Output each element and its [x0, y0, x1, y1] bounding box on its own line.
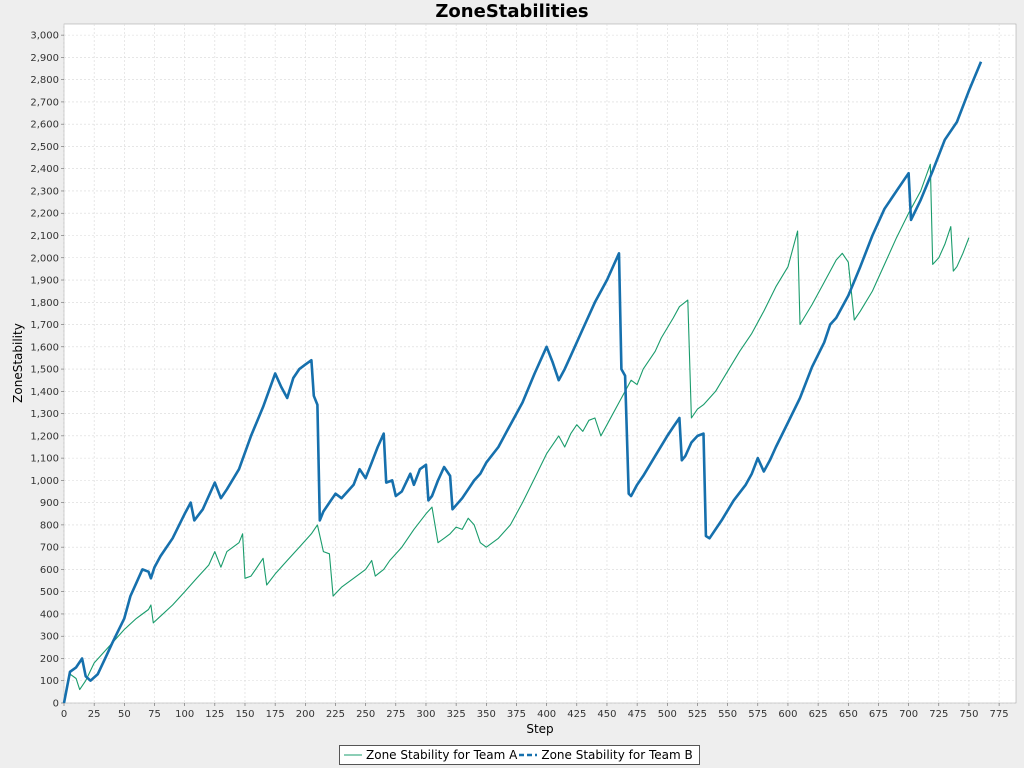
y-tick-label: 400	[40, 609, 59, 620]
x-tick-label: 125	[205, 709, 224, 720]
y-tick-label: 2,300	[30, 186, 59, 197]
x-tick-label: 625	[809, 709, 828, 720]
x-tick-label: 425	[567, 709, 586, 720]
x-tick-label: 675	[869, 709, 888, 720]
y-tick-label: 2,500	[30, 142, 59, 153]
x-tick-label: 150	[235, 709, 254, 720]
y-tick-label: 800	[40, 520, 59, 531]
x-tick-label: 250	[356, 709, 375, 720]
x-tick-label: 25	[88, 709, 101, 720]
x-tick-label: 700	[899, 709, 918, 720]
y-tick-label: 2,400	[30, 164, 59, 175]
x-tick-label: 300	[416, 709, 435, 720]
x-tick-label: 175	[266, 709, 285, 720]
y-tick-label: 700	[40, 543, 59, 554]
x-tick-label: 575	[748, 709, 767, 720]
y-tick-label: 2,200	[30, 209, 59, 220]
y-tick-label: 1,100	[30, 454, 59, 465]
legend-swatch-team-a	[344, 754, 362, 756]
y-tick-label: 100	[40, 676, 59, 687]
x-axis: 0 25 50 75 100 125 150 175 200 225 250 275 300 325 350…	[61, 703, 1009, 720]
y-tick-label: 1,200	[30, 431, 59, 442]
y-axis: 0 100 200 300 400 500 600 700 800 900 1,000 1,100 1,…	[30, 31, 64, 710]
x-tick-label: 725	[929, 709, 948, 720]
x-tick-label: 225	[326, 709, 345, 720]
y-tick-label: 500	[40, 587, 59, 598]
y-tick-label: 1,000	[30, 476, 59, 487]
legend-swatch-team-b	[519, 753, 538, 757]
x-tick-label: 50	[118, 709, 131, 720]
x-tick-label: 0	[61, 709, 67, 720]
x-tick-label: 450	[597, 709, 616, 720]
y-tick-label: 2,800	[30, 75, 59, 86]
y-tick-label: 2,700	[30, 97, 59, 108]
y-tick-label: 200	[40, 654, 59, 665]
series-line-team-a	[63, 163, 970, 704]
x-tick-label: 750	[959, 709, 978, 720]
y-tick-label: 3,000	[30, 31, 59, 42]
y-tick-label: 1,900	[30, 276, 59, 287]
x-axis-title: Step	[526, 722, 553, 736]
y-axis-title: ZoneStability	[11, 323, 25, 403]
x-tick-label: 375	[507, 709, 526, 720]
grid-lines	[63, 24, 1016, 704]
x-tick-label: 525	[688, 709, 707, 720]
y-tick-label: 300	[40, 632, 59, 643]
y-tick-label: 1,700	[30, 320, 59, 331]
series-line-team-b	[62, 61, 983, 704]
legend-item-team-b: Zone Stability for Team B	[519, 748, 693, 762]
chart-title: ZoneStabilities	[435, 1, 589, 22]
y-tick-label: 1,600	[30, 342, 59, 353]
y-tick-label: 600	[40, 565, 59, 576]
x-tick-label: 400	[537, 709, 556, 720]
y-tick-label: 2,100	[30, 231, 59, 242]
y-tick-label: 0	[53, 699, 59, 710]
series-layer	[62, 61, 983, 704]
x-tick-label: 325	[447, 709, 466, 720]
x-tick-label: 200	[296, 709, 315, 720]
x-tick-label: 75	[148, 709, 161, 720]
x-tick-label: 500	[658, 709, 677, 720]
chart-legend: Zone Stability for Team A Zone Stability…	[339, 745, 700, 765]
y-tick-label: 2,000	[30, 253, 59, 264]
y-tick-label: 900	[40, 498, 59, 509]
y-tick-label: 2,600	[30, 120, 59, 131]
x-tick-label: 600	[778, 709, 797, 720]
x-tick-label: 100	[175, 709, 194, 720]
x-tick-label: 775	[990, 709, 1009, 720]
x-tick-label: 475	[628, 709, 647, 720]
legend-item-team-a: Zone Stability for Team A	[344, 748, 517, 762]
y-tick-label: 1,500	[30, 365, 59, 376]
x-tick-label: 650	[839, 709, 858, 720]
y-tick-label: 2,900	[30, 53, 59, 64]
x-tick-label: 275	[386, 709, 405, 720]
x-tick-label: 550	[718, 709, 737, 720]
legend-label-team-a: Zone Stability for Team A	[366, 748, 518, 762]
legend-label-team-b: Zone Stability for Team B	[541, 748, 693, 762]
y-tick-label: 1,300	[30, 409, 59, 420]
x-tick-label: 350	[477, 709, 496, 720]
y-tick-label: 1,400	[30, 387, 59, 398]
y-tick-label: 1,800	[30, 298, 59, 309]
